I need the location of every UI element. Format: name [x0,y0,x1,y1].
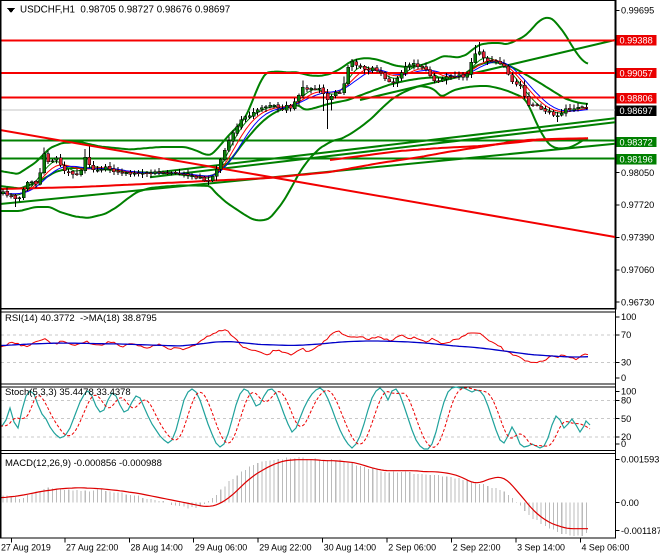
svg-text:80: 80 [621,396,631,406]
svg-text:28 Aug 14:00: 28 Aug 14:00 [131,543,183,553]
svg-text:50: 50 [621,414,631,424]
svg-text:0.97390: 0.97390 [621,233,654,243]
svg-text:27 Aug 2019: 27 Aug 2019 [1,543,51,553]
svg-text:0.98697: 0.98697 [620,106,653,116]
svg-text:0.98806: 0.98806 [620,94,653,104]
svg-text:0.001593: 0.001593 [621,455,659,465]
svg-text:70: 70 [621,330,631,340]
svg-text:29 Aug 06:00: 29 Aug 06:00 [195,543,247,553]
svg-text:3 Sep 14:00: 3 Sep 14:00 [517,543,565,553]
svg-text:27 Aug 22:00: 27 Aug 22:00 [66,543,118,553]
svg-text:0.97720: 0.97720 [621,200,654,210]
svg-text:0.98196: 0.98196 [620,155,653,165]
svg-text:0.98050: 0.98050 [621,168,654,178]
svg-text:Stoch(5,3,3) 35.4478 33.4378: Stoch(5,3,3) 35.4478 33.4378 [5,387,131,398]
svg-text:29 Aug 22:00: 29 Aug 22:00 [259,543,311,553]
svg-text:0.97060: 0.97060 [621,265,654,275]
svg-text:30 Aug 14:00: 30 Aug 14:00 [324,543,376,553]
svg-text:0: 0 [621,373,626,383]
svg-text:100: 100 [621,312,636,322]
svg-text:MACD(12,26,9) -0.000856 -0.000: MACD(12,26,9) -0.000856 -0.000988 [5,458,162,469]
svg-text:0.00: 0.00 [621,498,639,508]
svg-text:0.99695: 0.99695 [621,6,654,16]
svg-text:4 Sep 06:00: 4 Sep 06:00 [582,543,630,553]
svg-text:0: 0 [621,439,626,449]
svg-text:0.96730: 0.96730 [621,297,654,307]
svg-text:100: 100 [621,387,636,397]
svg-text:0.99057: 0.99057 [620,68,653,78]
svg-text:2 Sep 22:00: 2 Sep 22:00 [453,543,501,553]
svg-text:0.98372: 0.98372 [620,137,653,147]
svg-text:RSI(14) 40.3772 ->MA(18) 38.8: RSI(14) 40.3772 ->MA(18) 38.8795 [5,313,157,324]
svg-text:USDCHF,H1 0.98705 0.98727 0.9: USDCHF,H1 0.98705 0.98727 0.98676 0.9869… [20,5,230,16]
svg-text:-0.001187: -0.001187 [621,526,660,536]
svg-text:0.99388: 0.99388 [620,36,653,46]
svg-text:20: 20 [621,432,631,442]
svg-text:30: 30 [621,358,631,368]
svg-text:2 Sep 06:00: 2 Sep 06:00 [388,543,436,553]
